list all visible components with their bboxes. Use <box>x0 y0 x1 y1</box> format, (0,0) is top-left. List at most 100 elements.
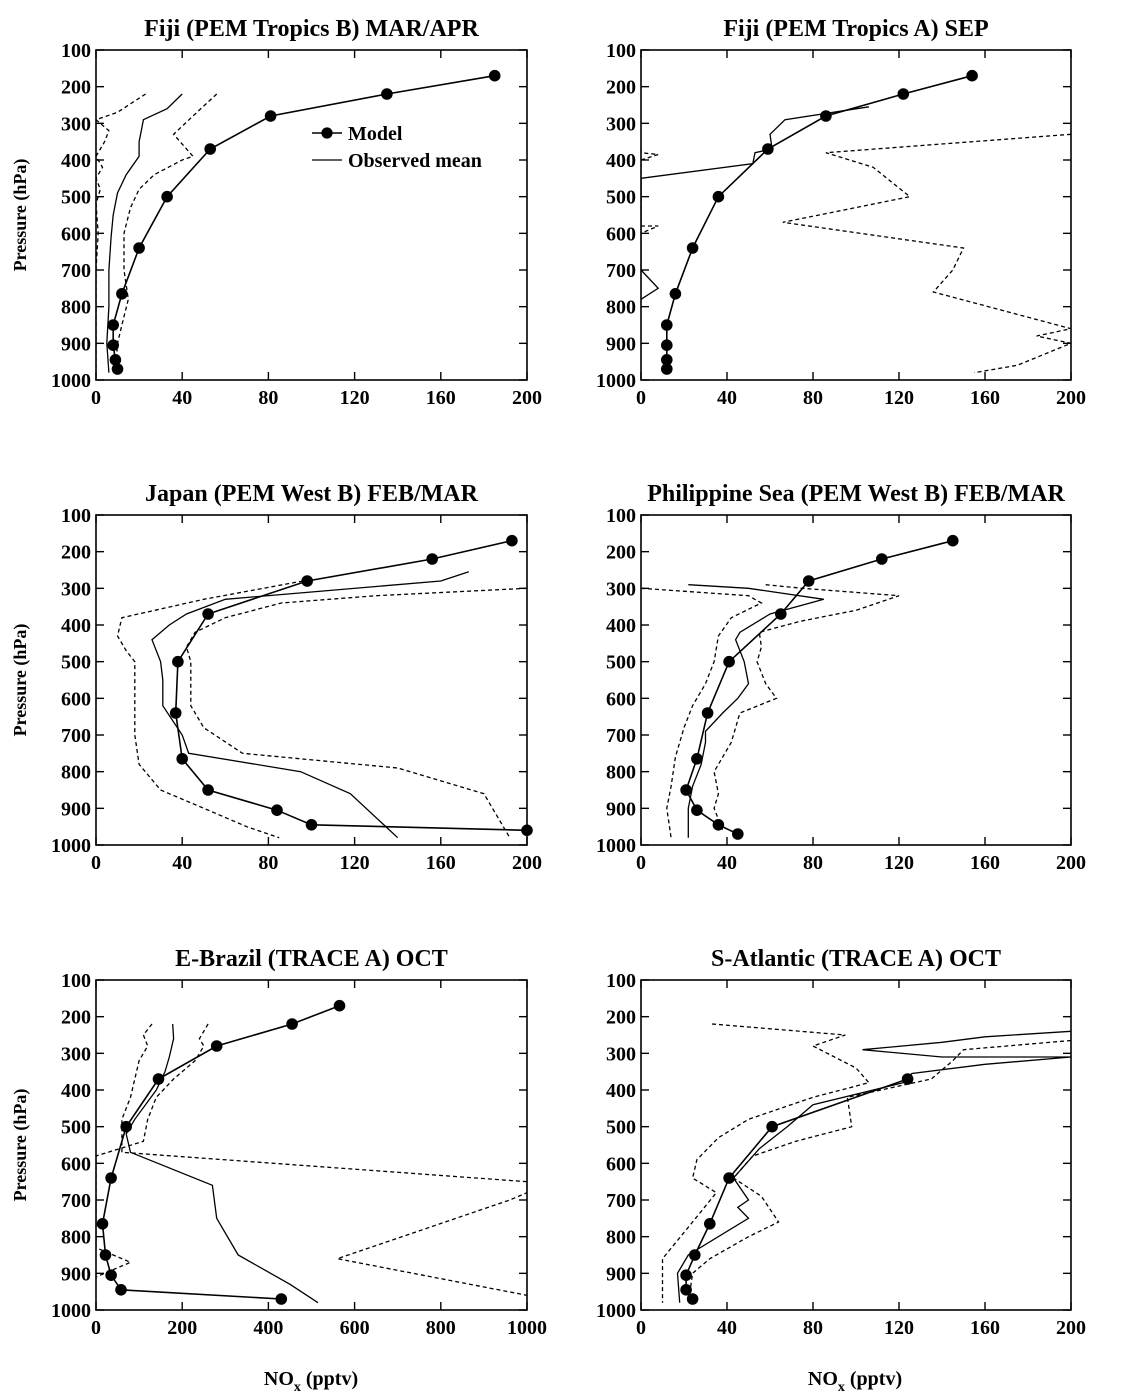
panel-5: E-Brazil (TRACE A) OCT Pressure (hPa) 100 2… <box>10 946 547 1339</box>
x-tick-label: 120 <box>340 852 370 874</box>
x-axis-label-subscript: x <box>838 1380 845 1393</box>
observed-mean-line <box>106 93 183 373</box>
y-tick-label: 400 <box>606 1080 636 1102</box>
y-tick-label: 400 <box>61 150 91 172</box>
model-point <box>766 1120 778 1133</box>
model-line <box>174 539 527 832</box>
model-point <box>704 1218 716 1230</box>
y-tick-label: 500 <box>61 1117 91 1139</box>
model-point <box>680 1269 692 1281</box>
y-tick-label: 900 <box>606 798 636 820</box>
x-tick-label: 80 <box>803 1317 823 1339</box>
model-point <box>775 608 787 620</box>
x-tick-label: 160 <box>426 852 456 874</box>
y-tick-label: 100 <box>61 40 91 62</box>
y-tick-label: 1000 <box>596 370 636 392</box>
x-tick-label: 160 <box>426 387 456 409</box>
range-line-dotted <box>114 93 218 373</box>
model-point <box>169 707 182 719</box>
panel-title: Philippine Sea (PEM West B) FEB/MAR <box>647 481 1065 507</box>
model-point <box>172 655 184 668</box>
model-point <box>107 319 119 331</box>
y-tick-label: 400 <box>61 615 91 637</box>
x-tick-label: 160 <box>970 1317 1000 1339</box>
x-axis-label-unit: (pptv) <box>845 1368 902 1390</box>
svg-text:NOx (pptv): NOx (pptv) <box>808 1368 902 1393</box>
panel-title: Fiji (PEM Tropics A) SEP <box>723 16 988 42</box>
x-tick-label: 200 <box>512 387 542 409</box>
x-tick-label: 80 <box>258 852 278 874</box>
y-tick-label: 300 <box>61 578 91 600</box>
y-tick-label: 200 <box>61 77 91 99</box>
y-tick-label: 100 <box>61 505 91 527</box>
x-tick-label: 120 <box>884 1317 914 1339</box>
plot-frame <box>640 979 1072 1311</box>
model-point <box>661 354 673 366</box>
y-tick-label: 400 <box>61 1080 91 1102</box>
y-tick-label: 800 <box>61 1227 91 1249</box>
model-point <box>680 1284 692 1296</box>
model-line <box>665 74 973 369</box>
y-tick-label: 800 <box>606 762 636 784</box>
model-point <box>947 534 959 547</box>
x-tick-label: 0 <box>636 387 646 409</box>
model-point <box>202 784 214 796</box>
model-point <box>661 339 673 352</box>
model-point <box>661 363 673 375</box>
y-tick-label: 300 <box>606 113 636 135</box>
model-point <box>686 1293 699 1305</box>
x-tick-label: 80 <box>258 387 278 409</box>
legend-model-marker <box>321 127 333 139</box>
model-point <box>802 575 815 587</box>
y-tick-label: 500 <box>61 187 91 209</box>
y-tick-label: 100 <box>606 970 636 992</box>
model-point <box>161 190 173 203</box>
legend-observed-label: Observed mean <box>348 150 482 172</box>
y-tick-label: 900 <box>606 333 636 355</box>
x-tick-label: 160 <box>970 387 1000 409</box>
x-tick-label: 160 <box>970 852 1000 874</box>
y-tick-label: 700 <box>61 260 91 282</box>
y-tick-label: 400 <box>606 150 636 172</box>
range-line-dotted <box>641 149 659 234</box>
y-tick-label: 700 <box>606 1190 636 1212</box>
model-point <box>99 1249 112 1261</box>
y-tick-label: 700 <box>606 260 636 282</box>
model-point <box>506 534 518 547</box>
plot-frame <box>95 49 528 381</box>
y-tick-label: 300 <box>61 1043 91 1065</box>
x-tick-label: 800 <box>426 1317 456 1339</box>
model-point <box>105 1269 117 1281</box>
y-tick-label: 500 <box>606 1117 636 1139</box>
model-point <box>120 1120 132 1133</box>
x-tick-label: 0 <box>91 852 101 874</box>
y-tick-label: 800 <box>61 297 91 319</box>
observed-mean-line <box>676 1030 1071 1303</box>
x-tick-label: 120 <box>884 852 914 874</box>
model-point <box>723 1172 735 1184</box>
x-axis-label-main: NO <box>264 1368 294 1390</box>
y-tick-label: 300 <box>606 578 636 600</box>
model-point <box>152 1073 165 1085</box>
x-axis-label-subscript: x <box>294 1380 301 1393</box>
y-tick-label: 1000 <box>51 835 91 857</box>
y-tick-label: 200 <box>606 1007 636 1029</box>
model-point <box>901 1073 914 1085</box>
svg-text:NOx (pptv): NOx (pptv) <box>264 1368 358 1393</box>
x-tick-label: 200 <box>1056 852 1086 874</box>
legend-model-label: Model <box>348 123 403 145</box>
panel-title: Fiji (PEM Tropics B) MAR/APR <box>144 16 479 42</box>
plot-frame <box>95 514 528 846</box>
panel-title: E-Brazil (TRACE A) OCT <box>175 946 448 972</box>
series-group <box>96 74 495 373</box>
y-tick-label: 200 <box>606 542 636 564</box>
model-point <box>271 804 283 816</box>
model-point <box>966 69 978 82</box>
model-point <box>115 1284 127 1296</box>
observed-mean-line <box>687 584 824 838</box>
y-tick-label: 700 <box>61 1190 91 1212</box>
model-point <box>176 753 188 765</box>
x-tick-label: 200 <box>167 1317 197 1339</box>
model-point <box>210 1040 223 1052</box>
y-tick-label: 100 <box>61 970 91 992</box>
